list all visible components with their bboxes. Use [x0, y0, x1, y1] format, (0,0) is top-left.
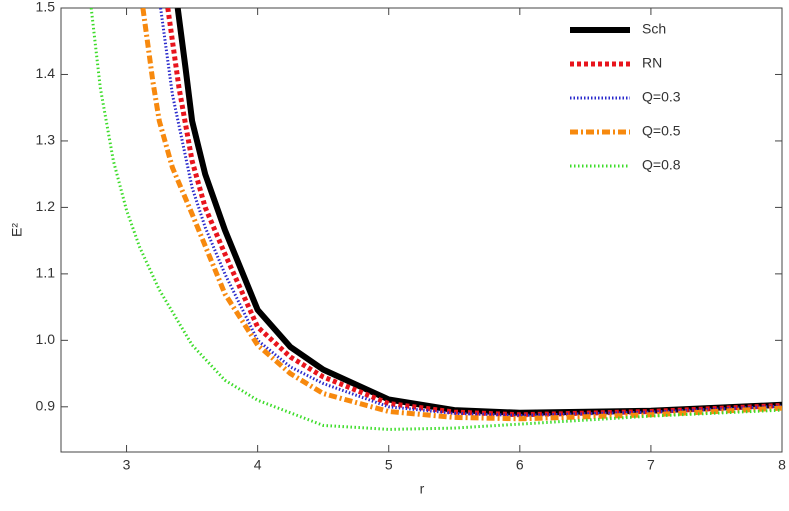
series-line [165, 8, 782, 418]
legend-label: Sch [642, 21, 666, 37]
x-tick-label: 4 [254, 457, 262, 473]
x-tick-label: 6 [516, 457, 524, 473]
x-tick-label: 5 [385, 457, 393, 473]
legend-label: RN [642, 55, 662, 71]
y-tick-label: 1.0 [36, 331, 56, 347]
y-tick-label: 1.5 [36, 0, 56, 15]
legend-label: Q=0.8 [642, 157, 681, 173]
series-line [89, 8, 782, 431]
y-tick-label: 1.4 [36, 65, 56, 81]
y-tick-label: 1.2 [36, 198, 56, 214]
y-axis-label: E² [9, 223, 25, 237]
x-tick-label: 3 [123, 457, 131, 473]
plot-frame [60, 7, 783, 453]
x-tick-label: 7 [647, 457, 655, 473]
legend-label: Q=0.3 [642, 89, 681, 105]
series-line [140, 8, 782, 422]
series-line [159, 8, 782, 417]
y-tick-label: 1.3 [36, 132, 56, 148]
y-tick-label: 0.9 [36, 398, 56, 414]
y-tick-label: 1.1 [36, 265, 56, 281]
x-tick-label: 8 [778, 457, 786, 473]
x-axis-label: r [420, 481, 425, 497]
legend-label: Q=0.5 [642, 123, 681, 139]
